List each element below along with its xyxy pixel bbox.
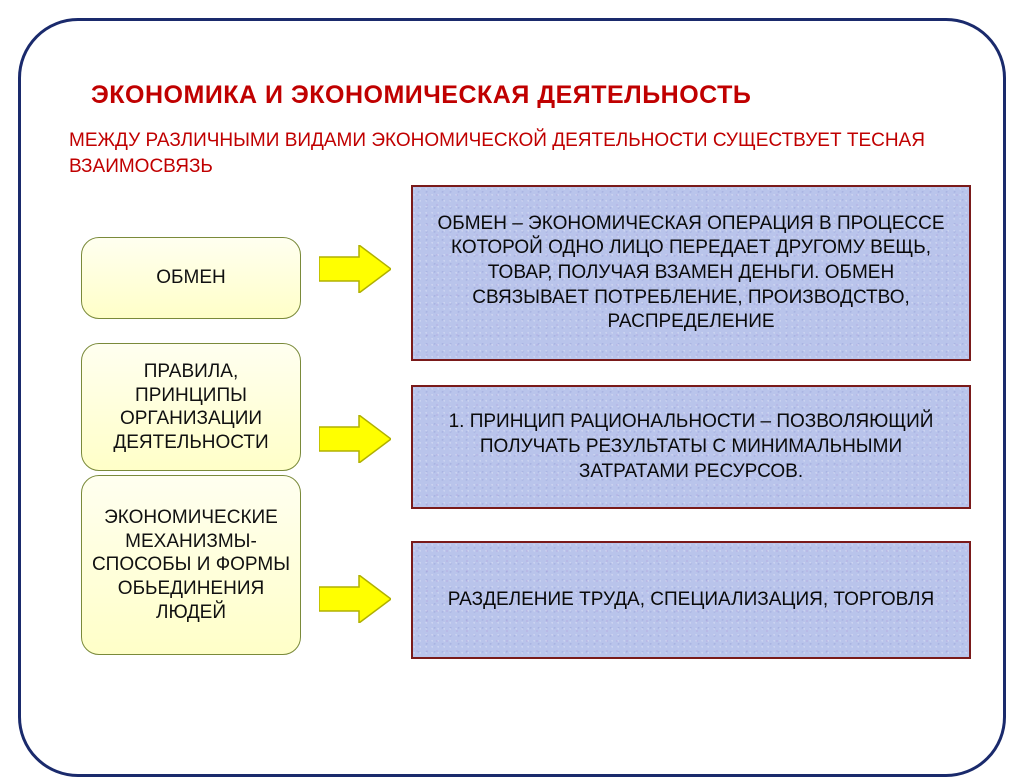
arrow-icon	[319, 245, 391, 293]
arrow-icon	[319, 575, 391, 623]
left-box-mechanisms: ЭКОНОМИЧЕСКИЕ МЕХАНИЗМЫ- СПОСОБЫ И ФОРМЫ…	[81, 475, 301, 655]
right-box-exchange-def: ОБМЕН – ЭКОНОМИЧЕСКАЯ ОПЕРАЦИЯ В ПРОЦЕСС…	[411, 185, 971, 361]
left-box-exchange: ОБМЕН	[81, 237, 301, 319]
main-title: ЭКОНОМИКА И ЭКОНОМИЧЕСКАЯ ДЕЯТЕЛЬНОСТЬ	[61, 81, 963, 110]
arrow-icon	[319, 415, 391, 463]
right-box-rationality: 1. ПРИНЦИП РАЦИОНАЛЬНОСТИ – ПОЗВОЛЯЮЩИЙ …	[411, 385, 971, 509]
diagram-content: ОБМЕН ОБМЕН – ЭКОНОМИЧЕСКАЯ ОПЕРАЦИЯ В П…	[61, 185, 963, 745]
slide-frame: ЭКОНОМИКА И ЭКОНОМИЧЕСКАЯ ДЕЯТЕЛЬНОСТЬ М…	[18, 18, 1006, 777]
left-box-principles: ПРАВИЛА, ПРИНЦИПЫ ОРГАНИЗАЦИИ ДЕЯТЕЛЬНОС…	[81, 343, 301, 471]
subtitle: МЕЖДУ РАЗЛИЧНЫМИ ВИДАМИ ЭКОНОМИЧЕСКОЙ ДЕ…	[61, 128, 963, 179]
right-box-division: РАЗДЕЛЕНИЕ ТРУДА, СПЕЦИАЛИЗАЦИЯ, ТОРГОВЛ…	[411, 541, 971, 659]
